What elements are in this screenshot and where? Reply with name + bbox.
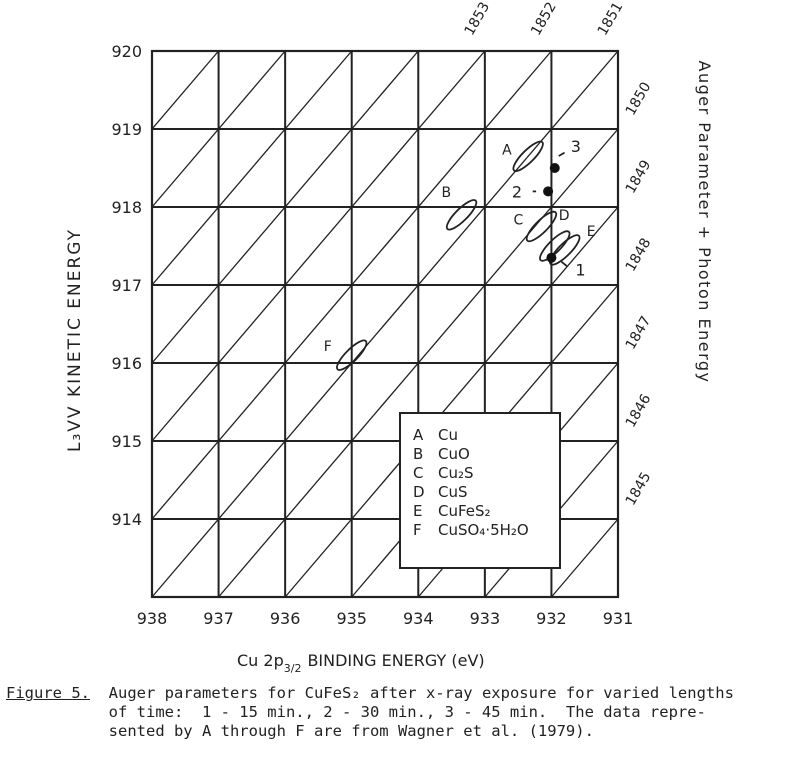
- legend-key: B: [413, 445, 423, 463]
- x-tick-label: 936: [270, 609, 301, 628]
- y-tick-label: 914: [111, 510, 142, 529]
- diagonal-tick-label: 1850: [623, 80, 655, 119]
- x-tick-label: 937: [203, 609, 234, 628]
- y-tick-label: 915: [111, 432, 142, 451]
- y-axis-label: L₃VV KINETIC ENERGY: [65, 228, 85, 452]
- x-tick-label: 931: [603, 609, 634, 628]
- y-tick-label: 920: [111, 42, 142, 61]
- legend-label: CuO: [438, 445, 470, 463]
- legend-key: E: [413, 502, 422, 520]
- diagonal-line: [284, 206, 619, 598]
- figure-label: Figure 5.: [6, 684, 90, 702]
- reference-ellipses: A B C D E F: [324, 140, 596, 371]
- legend-box: [399, 412, 561, 569]
- reference-label: A: [502, 142, 512, 158]
- diagonal-tick-label: 1847: [623, 314, 655, 353]
- right-axis-label: Auger Parameter + Photon Energy: [695, 61, 714, 384]
- legend-label: Cu: [438, 426, 458, 444]
- diagonal-line: [550, 518, 619, 598]
- reference-label: D: [559, 208, 570, 224]
- x-tick-label: 933: [470, 609, 501, 628]
- measured-point: [543, 186, 554, 197]
- reference-ellipse: [525, 210, 558, 243]
- measured-point-leader: [558, 151, 566, 157]
- diagonal-line: [151, 50, 486, 442]
- legend-label: CuFeS₂: [438, 502, 491, 520]
- y-tick-label: 916: [111, 354, 142, 373]
- legend: A Cu B CuO C Cu₂S D CuS E CuFeS₂ F CuSO₄·5H₂O: [399, 412, 561, 569]
- reference-ellipse: [445, 199, 478, 231]
- measured-points: 1 2 3: [512, 137, 586, 280]
- caption-line-1: Auger parameters for CuFeS₂ after x-ray …: [108, 684, 734, 702]
- reference-ellipse: [549, 234, 581, 266]
- measured-point: [549, 163, 560, 173]
- diagonal-line: [151, 50, 220, 130]
- measured-point: [546, 252, 557, 263]
- x-axis-label-subscript: 3/2: [284, 662, 302, 675]
- measured-point-label: 3: [571, 137, 581, 156]
- x-axis-label-rest: BINDING ENERGY (eV): [307, 651, 484, 670]
- reference-ellipse: [539, 230, 571, 262]
- x-tick-label: 934: [403, 609, 434, 628]
- x-tick-labels: 938 937 936 935 934 933 932 931: [137, 609, 634, 628]
- legend-key: D: [413, 483, 425, 501]
- diagonal-tick-label: 1848: [623, 236, 655, 275]
- legend-label: Cu₂S: [438, 464, 474, 482]
- reference-label: F: [324, 339, 332, 355]
- diagonal-line: [151, 50, 353, 286]
- diagonal-tick-label: 1853: [462, 0, 494, 38]
- y-tick-label: 917: [111, 276, 142, 295]
- reference-ellipse: [512, 140, 544, 172]
- reference-label: C: [513, 213, 523, 229]
- legend-key: A: [413, 426, 424, 444]
- legend-key: C: [413, 464, 423, 482]
- y-tick-label: 919: [111, 120, 142, 139]
- legend-items: A Cu B CuO C Cu₂S D CuS E CuFeS₂ F CuSO₄·5H₂O: [413, 426, 529, 539]
- diagonal-line: [218, 128, 619, 598]
- diagonal-tick-label: 1849: [623, 158, 655, 197]
- auger-parameter-chart: 938 937 936 935 934 933 932 931 920 919 918 917 916…: [65, 0, 714, 675]
- measured-point-leader: [560, 261, 568, 267]
- measured-point-label: 2: [512, 182, 522, 201]
- y-tick-labels: 920 919 918 917 916 915 914: [111, 42, 142, 529]
- diagonal-line: [151, 50, 419, 364]
- diagonal-line: [151, 50, 552, 520]
- figure-caption: Figure 5. Auger parameters for CuFeS₂ af…: [6, 684, 796, 741]
- diagonal-tick-label: 1852: [528, 0, 560, 38]
- legend-label: CuSO₄·5H₂O: [438, 521, 529, 539]
- diagonal-tick-label: 1851: [595, 0, 627, 38]
- reference-ellipse: [336, 339, 368, 371]
- diagonal-tick-label: 1845: [623, 470, 655, 509]
- legend-label: CuS: [438, 483, 468, 501]
- x-tick-label: 938: [137, 609, 168, 628]
- legend-key: F: [413, 521, 422, 539]
- plot-frame: [150, 49, 620, 599]
- reference-label: E: [587, 224, 596, 240]
- diagonal-tick-label: 1846: [623, 391, 655, 430]
- caption-line-2: of time: 1 - 15 min., 2 - 30 min., 3 - 4…: [108, 703, 706, 721]
- measured-point-label: 1: [575, 261, 585, 280]
- x-tick-label: 935: [336, 609, 367, 628]
- x-tick-label: 932: [536, 609, 567, 628]
- caption-line-3: sented by A through F are from Wagner et…: [108, 722, 594, 740]
- reference-label: B: [442, 185, 452, 201]
- diagonal-line: [151, 50, 286, 208]
- x-axis-label: Cu 2p3/2 BINDING ENERGY (eV): [237, 651, 485, 675]
- y-tick-label: 918: [111, 198, 142, 217]
